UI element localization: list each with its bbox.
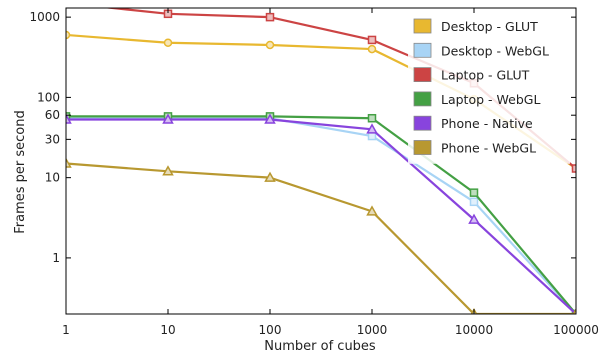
legend-label: Phone - WebGL — [441, 141, 536, 156]
legend-swatch — [413, 140, 432, 155]
series-line — [66, 162, 576, 314]
data-point — [265, 12, 275, 22]
data-point — [367, 44, 377, 54]
y-tick-label: 10 — [45, 171, 60, 185]
x-tick-label: 100 — [259, 323, 282, 337]
data-point — [367, 131, 377, 141]
series-line — [66, 118, 576, 314]
x-tick-label: 10000 — [455, 323, 493, 337]
series-line — [66, 117, 576, 314]
x-tick-label: 100000 — [553, 323, 599, 337]
legend-label: Laptop - GLUT — [441, 68, 530, 83]
legend-swatch — [413, 91, 432, 107]
data-point — [366, 123, 378, 134]
x-axis-label: Number of cubes — [264, 339, 376, 353]
data-point — [264, 113, 276, 124]
legend-background — [408, 14, 570, 164]
legend-swatch — [413, 115, 432, 131]
y-tick-label: 100 — [37, 90, 60, 104]
data-point — [66, 30, 71, 40]
legend-label: Phone - Native — [441, 116, 533, 131]
y-tick-label: 30 — [45, 132, 60, 146]
x-tick-label: 1000 — [357, 323, 388, 337]
y-tick-label: 1 — [52, 251, 60, 265]
data-point — [66, 112, 71, 121]
data-point — [367, 35, 377, 45]
data-point — [571, 164, 576, 173]
data-point — [66, 113, 72, 124]
data-point — [469, 197, 479, 207]
legend-swatch — [413, 18, 432, 34]
x-tick-label: 1 — [62, 323, 70, 337]
plot-frame — [65, 7, 577, 315]
legend-label: Laptop - WebGL — [441, 92, 540, 107]
data-point — [264, 171, 276, 182]
series-line — [66, 115, 576, 314]
legend-label: Desktop - GLUT — [441, 19, 538, 34]
data-point — [265, 40, 275, 50]
data-point — [469, 188, 479, 197]
x-tick-label: 10 — [160, 323, 175, 337]
series-phone-native — [66, 113, 576, 314]
y-tick-label: 60 — [45, 108, 60, 122]
legend-swatch — [413, 42, 432, 58]
legend-label: Desktop - WebGL — [441, 43, 549, 58]
data-point — [468, 213, 480, 224]
y-tick-label: 1000 — [29, 10, 60, 24]
data-point — [163, 38, 173, 47]
legend-swatch — [413, 67, 432, 82]
data-point — [366, 205, 378, 216]
data-point — [66, 157, 72, 168]
data-point — [162, 113, 174, 124]
legend: Desktop - GLUT Desktop - WebGL Laptop - GL… — [408, 14, 570, 164]
series-phone-webgl — [66, 157, 576, 314]
y-axis-label: Frames per second — [13, 110, 28, 234]
data-point — [367, 113, 377, 123]
data-point — [162, 165, 174, 176]
axes: 1 10 30 60 100 1000 1 10 100 1000 10000 100000 — [29, 7, 599, 337]
